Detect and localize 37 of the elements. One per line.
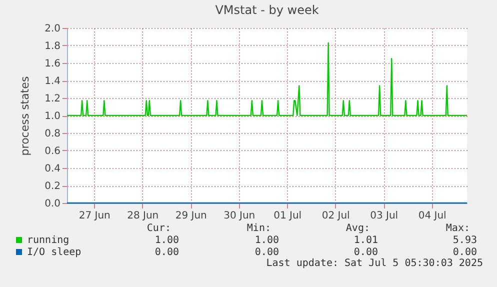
text: 1.01 [354,235,378,246]
line-series [66,42,468,116]
y-tick-label: 0.0 [44,198,60,210]
text: Cur: [146,223,171,234]
text: Min: [246,223,271,234]
y-tick-label: 1.6 [44,58,60,70]
y-tick-label: 1.0 [44,111,60,122]
y-tick-label: 0.8 [44,128,60,140]
x-tick-label: 04 Jul [418,210,446,222]
legend-label: running [27,235,70,246]
legend-label: I/O sleep [27,247,82,258]
text: Avg: [346,223,370,234]
y-tick-label: 1.8 [44,41,60,52]
text: 0.00 [154,247,179,258]
text: 0.00 [354,247,378,258]
y-tick-label: 1.2 [44,94,60,104]
x-tick-label: 28 Jun [127,210,159,222]
text: 1.00 [254,235,279,246]
x-tick-label: 29 Jun [175,210,207,222]
chart-title: VMstat - by week [215,3,319,17]
y-axis-title: process states [18,76,32,156]
text: Max: [446,223,470,234]
y-tick-label: 1.4 [44,76,60,87]
x-tick-label: 03 Jul [370,210,398,222]
text: 0.00 [452,247,477,258]
y-tick-label: 2.0 [44,24,60,34]
x-tick-label: 30 Jun [224,210,256,222]
text: 1.00 [154,235,179,246]
text: 5.93 [452,235,477,246]
text: 0.00 [254,247,279,258]
y-tick-label: 0.6 [44,146,60,157]
y-tick-label: 0.2 [44,181,60,192]
x-tick-label: 27 Jun [78,210,110,222]
x-tick-label: 01 Jul [274,210,302,222]
text: Last update: Sat Jul 5 05:30:03 2025 [266,258,483,269]
y-tick-label: 0.4 [44,164,60,174]
x-tick-label: 02 Jul [322,210,350,222]
